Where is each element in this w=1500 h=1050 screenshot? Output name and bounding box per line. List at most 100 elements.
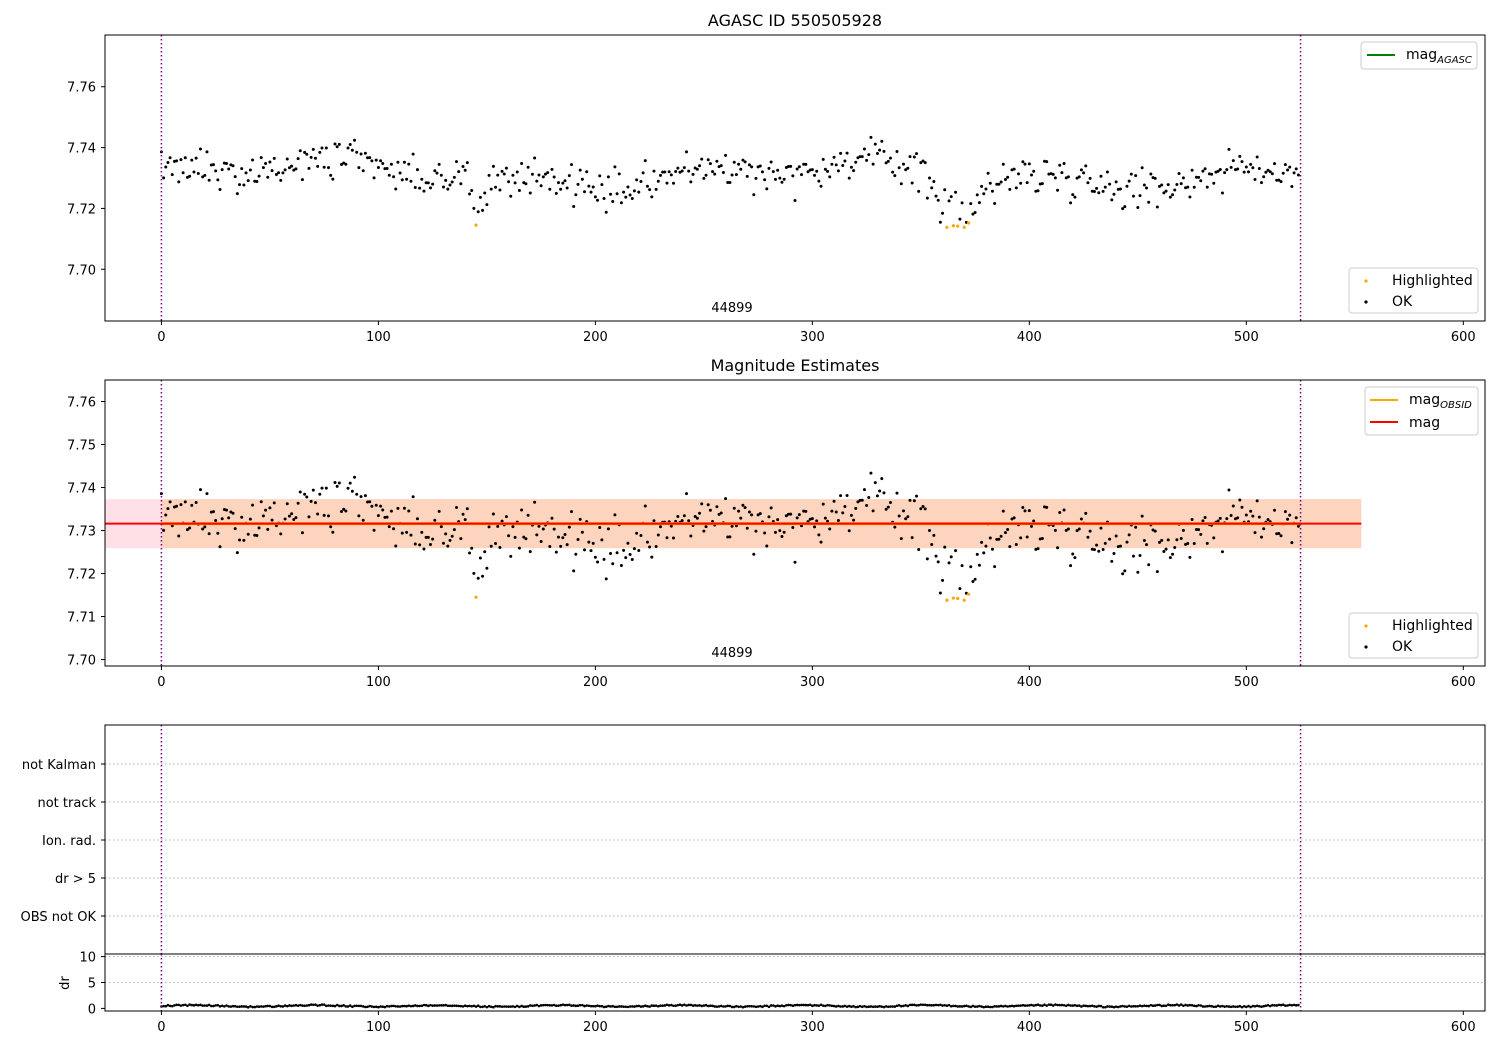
ok-point [548, 187, 552, 191]
ok-point [908, 498, 912, 502]
ok-point [1192, 185, 1196, 189]
dr-point [615, 1005, 619, 1009]
ok-point [1194, 527, 1198, 531]
ok-point [1142, 539, 1146, 543]
ok-point [1168, 195, 1172, 199]
dr-point [947, 1003, 951, 1007]
ok-point [598, 526, 602, 530]
dr-point [923, 1003, 927, 1007]
ok-point [248, 168, 252, 172]
ok-point [904, 517, 908, 521]
dr-point [1038, 1004, 1042, 1007]
highlighted-point [962, 598, 966, 602]
ok-point [793, 560, 797, 564]
ok-point [392, 175, 396, 179]
dr-point [986, 1005, 990, 1009]
ok-point [370, 159, 374, 163]
ok-point [1188, 555, 1192, 559]
ok-point [901, 162, 905, 166]
ok-point [1066, 527, 1070, 531]
highlighted-point [962, 225, 966, 229]
ok-point [834, 510, 838, 514]
dr-point [542, 1003, 545, 1007]
ok-point [385, 167, 389, 171]
ok-point [448, 538, 452, 542]
dr-point [520, 1004, 523, 1008]
ok-point [264, 162, 268, 166]
ok-point [1266, 168, 1270, 172]
dr-point [1210, 1004, 1213, 1008]
ok-point [437, 162, 441, 166]
dr-point [724, 1005, 727, 1008]
ok-point [691, 172, 695, 176]
ok-point [745, 174, 749, 178]
ok-point [533, 500, 537, 504]
dr-point [379, 1005, 382, 1008]
ok-point [1088, 529, 1092, 533]
ok-point [502, 172, 506, 176]
ok-point [1262, 527, 1266, 531]
ok-point [622, 190, 626, 194]
ok-point [359, 152, 363, 156]
dr-point [492, 1005, 495, 1009]
ok-point [277, 171, 281, 175]
ok-point [335, 145, 339, 149]
ok-point [1105, 170, 1109, 174]
dr-point [958, 1005, 962, 1008]
dr-point [1275, 1004, 1278, 1007]
dr-point [216, 1003, 220, 1007]
dr-point [672, 1004, 675, 1008]
dr-point [1184, 1003, 1187, 1007]
dr-point [778, 1004, 782, 1008]
dr-point [1145, 1004, 1148, 1008]
dr-point [811, 1004, 814, 1008]
ok-point [806, 170, 810, 174]
ok-point [1171, 552, 1175, 556]
dr-point [1236, 1005, 1239, 1008]
dr-point [1004, 1004, 1007, 1008]
ok-point [326, 166, 330, 170]
dr-point [1273, 1004, 1276, 1007]
ok-point [650, 195, 654, 199]
dr-point [233, 1004, 237, 1008]
dr-point [264, 1004, 267, 1008]
ok-point [556, 181, 560, 185]
dr-point [858, 1004, 862, 1008]
dr-point [1103, 1005, 1107, 1009]
dr-point [1186, 1004, 1190, 1007]
dr-point [891, 1005, 894, 1008]
dr-point [533, 1004, 536, 1007]
ok-point [1223, 171, 1227, 175]
panel2-points-legend: Highlighted OK [1348, 612, 1479, 659]
ok-point [849, 165, 853, 169]
ok-point [220, 517, 224, 521]
ok-point [489, 544, 493, 548]
ok-point [815, 169, 819, 173]
dr-point [617, 1005, 621, 1008]
ok-point [804, 162, 808, 166]
ok-point [695, 516, 699, 520]
dr-point [435, 1004, 439, 1007]
dr-point [272, 1005, 276, 1009]
panel1-title: AGASC ID 550505928 [708, 11, 882, 30]
x-tick-label: 200 [583, 675, 608, 690]
ok-point [585, 170, 589, 174]
ok-point [632, 189, 636, 193]
ok-point [1255, 155, 1259, 159]
dr-point [351, 1005, 354, 1009]
ok-point [604, 210, 608, 214]
ok-point [526, 513, 530, 517]
ok-point [947, 561, 951, 565]
ok-point [1179, 536, 1183, 540]
dr-point [561, 1003, 565, 1006]
dr-point [1084, 1004, 1088, 1008]
ok-point [337, 481, 341, 485]
ok-point [1186, 542, 1190, 546]
ok-point [452, 175, 456, 179]
ok-point [982, 192, 986, 196]
ok-point [648, 188, 652, 192]
ok-point [1283, 163, 1287, 167]
ok-point [418, 543, 422, 547]
dr-point [259, 1005, 263, 1008]
ok-point [1014, 186, 1018, 190]
